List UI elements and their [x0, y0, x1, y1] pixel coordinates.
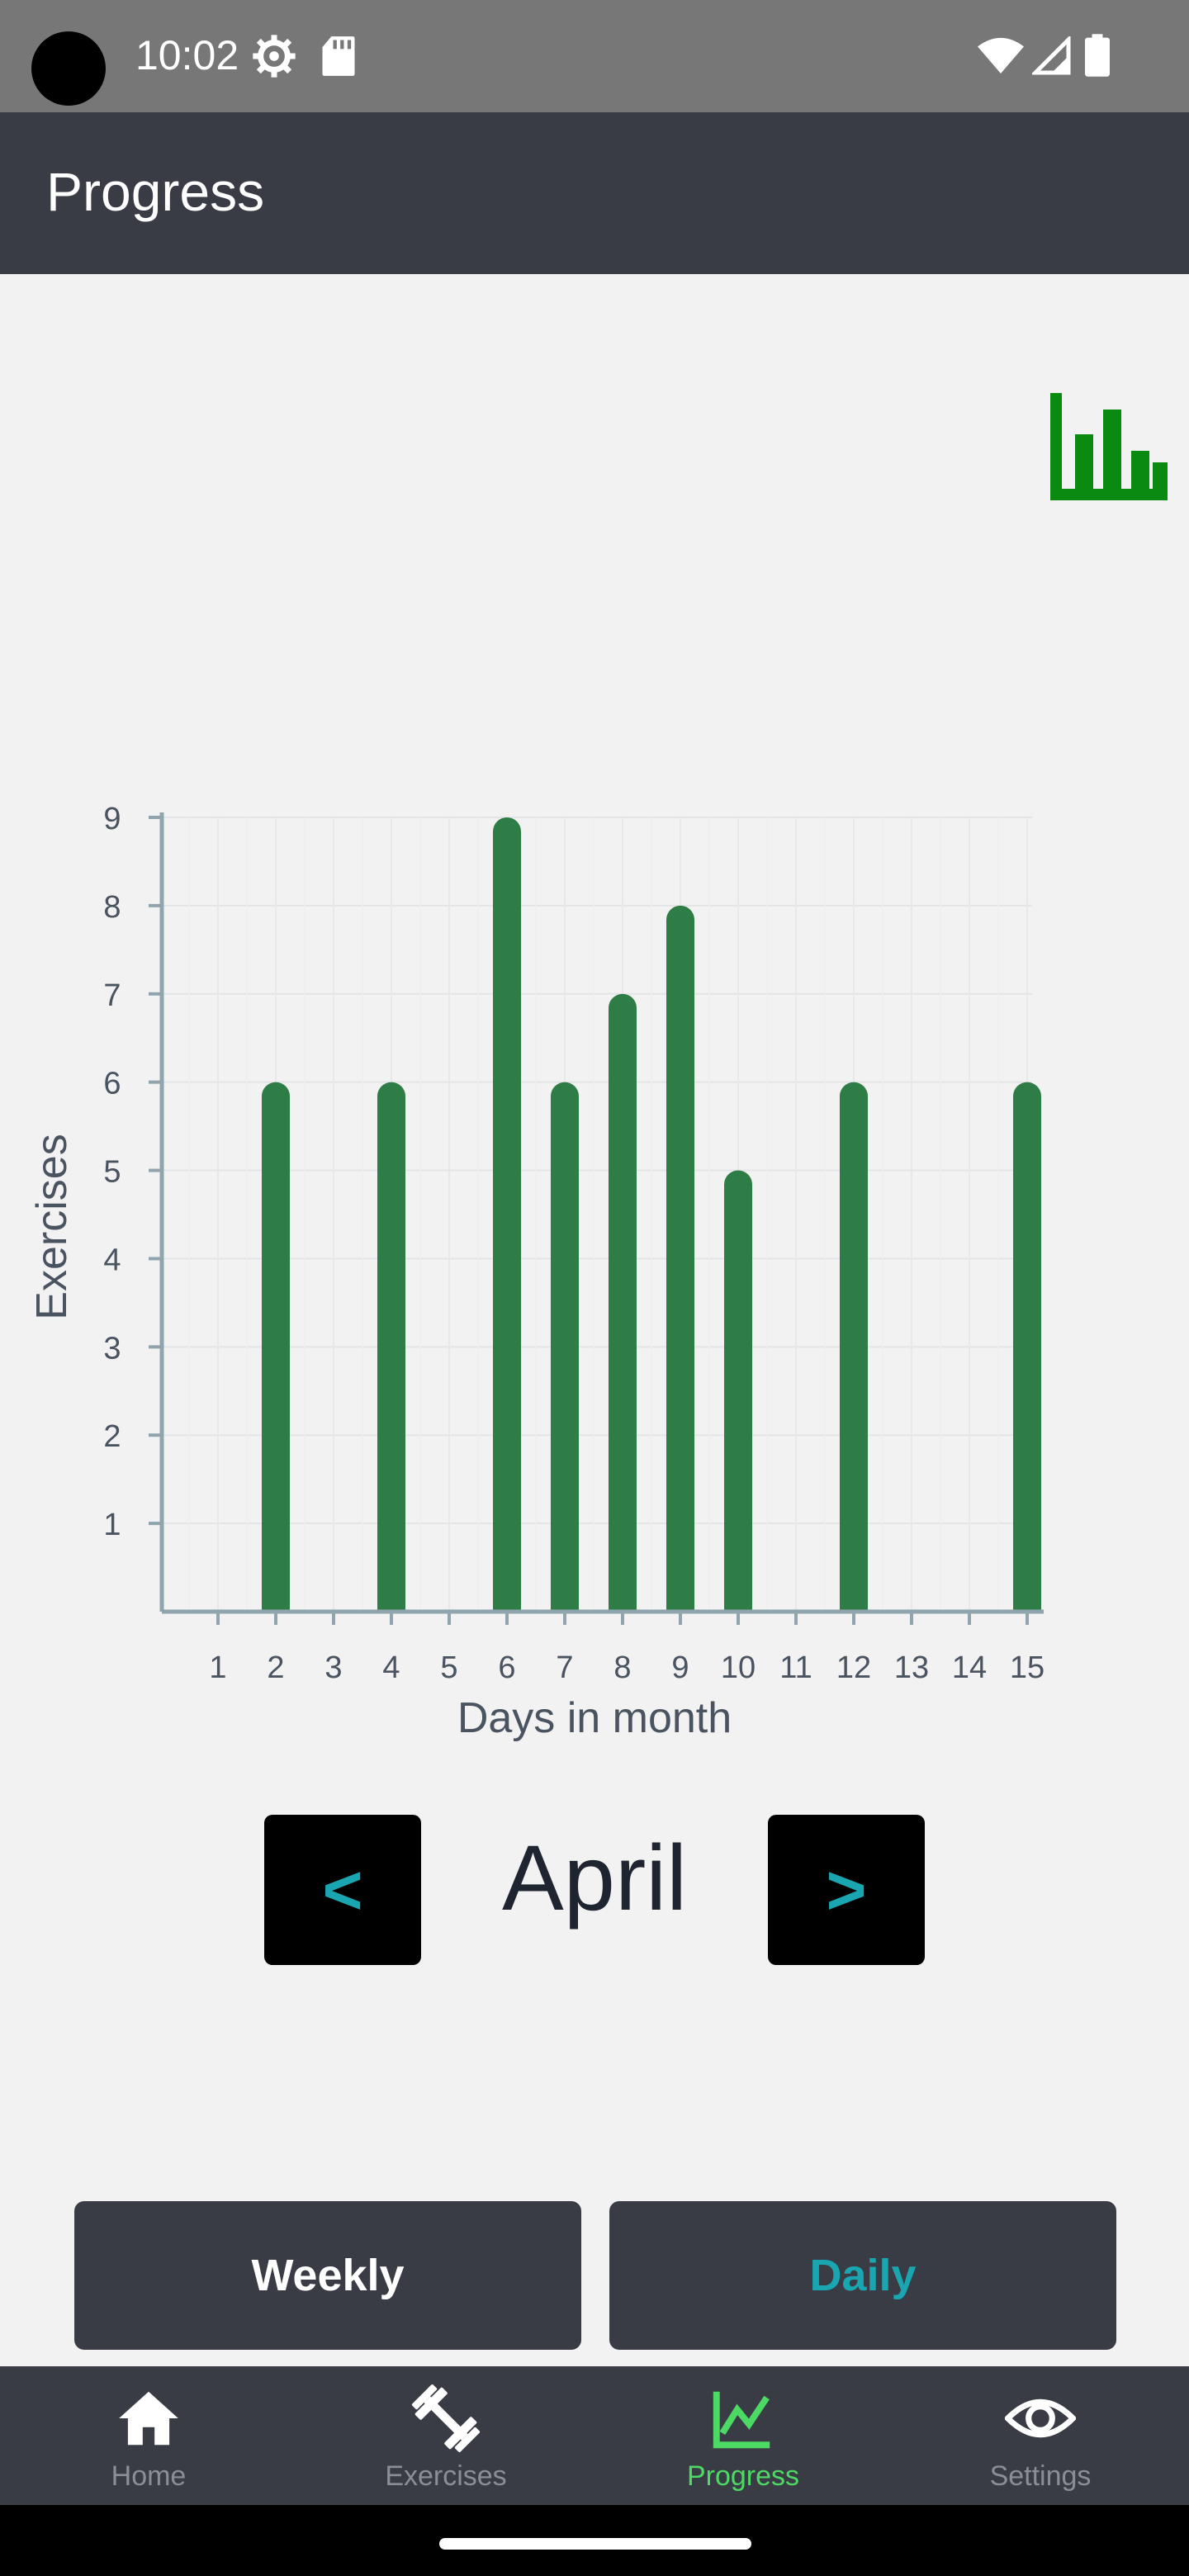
- chart-bar: [262, 1082, 290, 1612]
- y-tick-label: 7: [103, 978, 121, 1013]
- eye-icon: [1005, 2398, 1076, 2438]
- nav-item-progress[interactable]: Progress: [594, 2366, 892, 2505]
- nav-label-settings: Settings: [989, 2460, 1092, 2492]
- battery-icon: [1085, 34, 1110, 77]
- y-tick-label: 1: [103, 1508, 121, 1542]
- sd-card-icon: [322, 36, 355, 76]
- x-tick-label: 5: [440, 1650, 457, 1685]
- x-tick-label: 13: [894, 1650, 929, 1685]
- y-tick-label: 2: [103, 1419, 121, 1454]
- y-tick-label: 3: [103, 1331, 121, 1366]
- month-label: April: [501, 1826, 688, 1930]
- y-tick-label: 8: [103, 890, 121, 925]
- nav-item-settings[interactable]: Settings: [892, 2366, 1189, 2505]
- y-tick-label: 6: [103, 1067, 121, 1101]
- nav-label-home: Home: [111, 2460, 187, 2492]
- status-time: 10:02: [135, 32, 239, 78]
- bottom-navigation: Home Exercises Progress Settings: [0, 2366, 1189, 2505]
- line-chart-icon: [713, 2391, 770, 2449]
- chart-axes: [149, 812, 1044, 1625]
- x-tick-label: 9: [671, 1650, 689, 1685]
- x-tick-label: 2: [267, 1650, 284, 1685]
- y-axis-label: Exercises: [28, 1134, 76, 1319]
- chart-bar: [1013, 1082, 1041, 1612]
- x-tick-label: 3: [324, 1650, 342, 1685]
- x-tick-label: 1: [209, 1650, 226, 1685]
- x-tick-label: 8: [613, 1650, 631, 1685]
- chart-bar: [840, 1082, 868, 1612]
- chart-bar: [551, 1082, 579, 1612]
- x-tick-label: 12: [836, 1650, 871, 1685]
- chart-bar: [609, 993, 637, 1612]
- x-tick-label: 4: [382, 1650, 400, 1685]
- signal-icon: [1032, 36, 1071, 75]
- gear-icon: [253, 35, 296, 78]
- x-tick-label: 6: [498, 1650, 515, 1685]
- gesture-area: [0, 2505, 1189, 2576]
- previous-month-button[interactable]: <: [264, 1815, 421, 1965]
- x-tick-label: 11: [779, 1650, 812, 1685]
- chart-bar: [724, 1170, 752, 1612]
- nav-label-progress: Progress: [686, 2460, 800, 2492]
- x-tick-label: 14: [952, 1650, 987, 1685]
- x-tick-label: 7: [556, 1650, 573, 1685]
- home-icon: [119, 2391, 178, 2446]
- status-bar: 10:02: [0, 0, 1189, 112]
- home-gesture-handle[interactable]: [439, 2538, 751, 2550]
- chart-bar: [493, 817, 521, 1612]
- camera-cutout: [31, 31, 106, 106]
- bar-chart-icon[interactable]: [1050, 393, 1168, 500]
- y-tick-label: 4: [103, 1243, 121, 1277]
- chart-bars: [262, 817, 1041, 1612]
- chart-bar: [666, 905, 694, 1612]
- y-tick-label: 5: [103, 1155, 121, 1190]
- daily-button[interactable]: Daily: [609, 2201, 1116, 2350]
- x-tick-label: 10: [721, 1650, 756, 1685]
- app-bar: Progress: [0, 112, 1189, 274]
- page-title: Progress: [46, 161, 265, 222]
- chart-grid: [162, 817, 1032, 1612]
- nav-label-exercises: Exercises: [385, 2460, 507, 2492]
- wifi-icon: [978, 37, 1024, 73]
- weekly-button[interactable]: Weekly: [74, 2201, 581, 2350]
- dumbbell-icon: [411, 2384, 481, 2453]
- chart-bar: [377, 1082, 405, 1612]
- x-axis-label: Days in month: [457, 1694, 732, 1742]
- nav-item-home[interactable]: Home: [0, 2366, 297, 2505]
- x-tick-label: 15: [1010, 1650, 1045, 1685]
- nav-item-exercises[interactable]: Exercises: [297, 2366, 594, 2505]
- next-month-button[interactable]: >: [768, 1815, 925, 1965]
- y-tick-label: 9: [103, 802, 121, 836]
